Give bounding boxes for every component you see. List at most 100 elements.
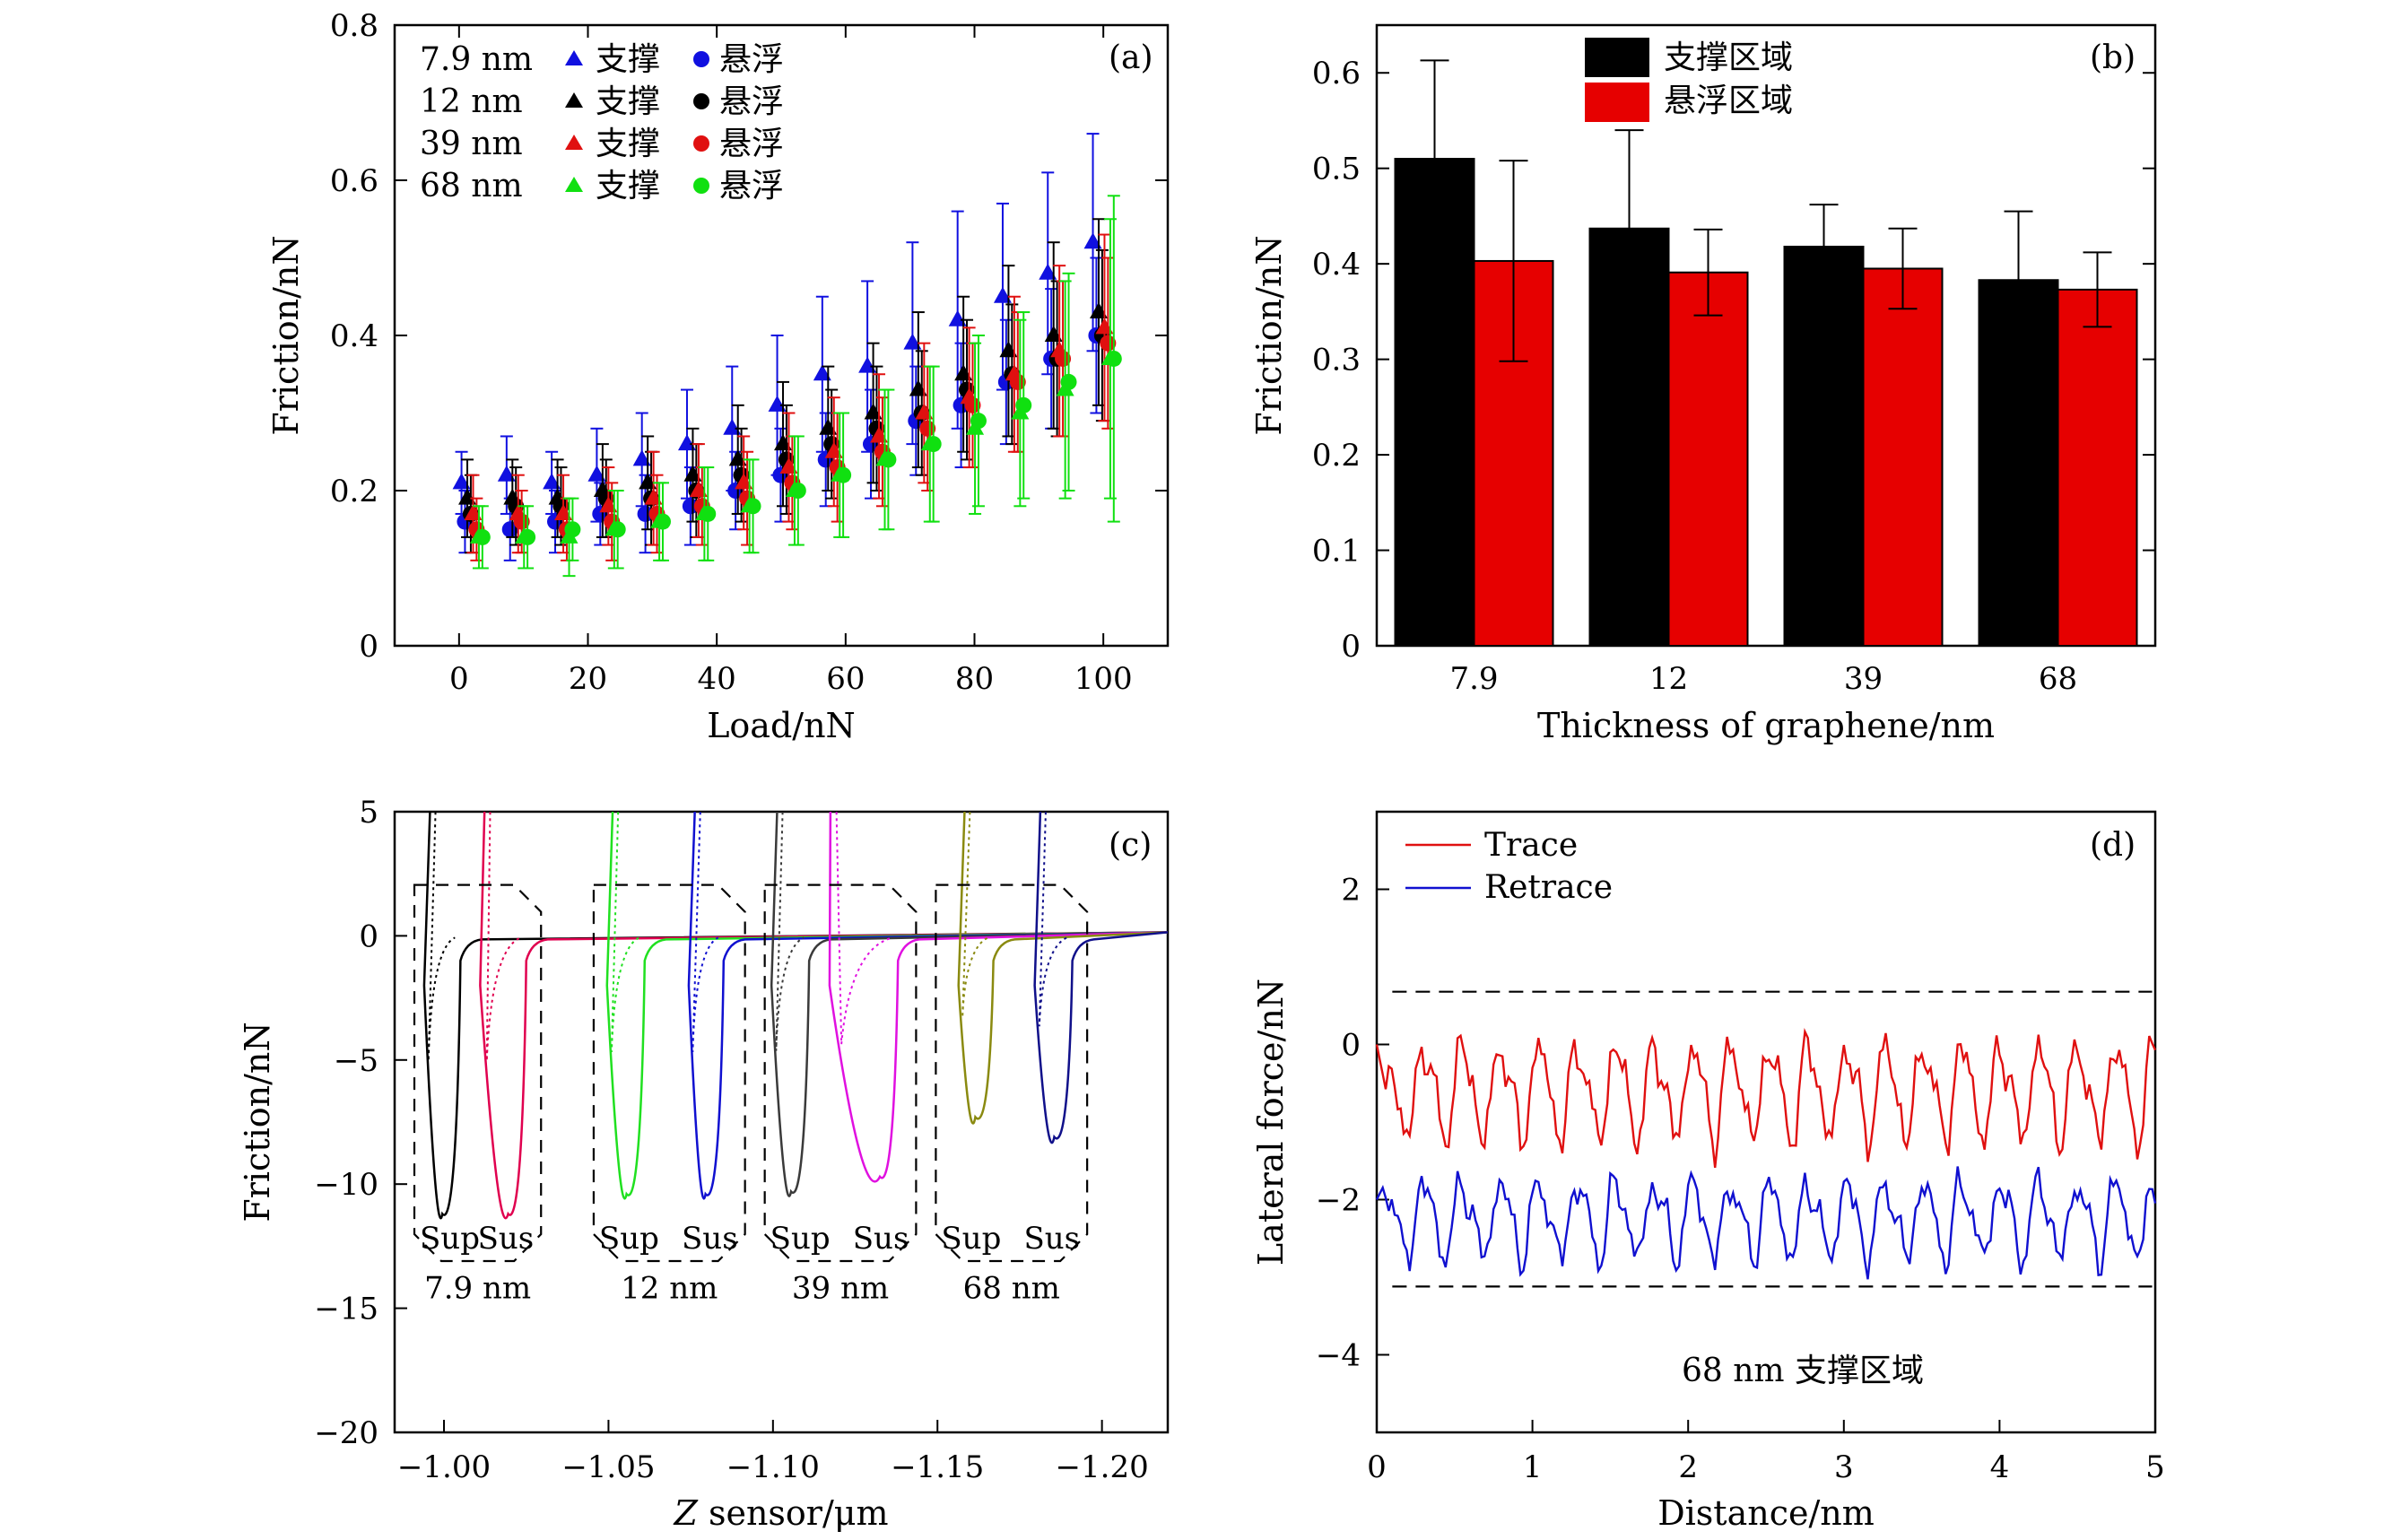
data-point-circle	[1105, 350, 1122, 367]
legend-label-suspended: 悬浮	[719, 83, 784, 120]
data-point-triangle	[864, 403, 883, 420]
group-box	[935, 883, 1089, 1263]
data-point-triangle	[599, 496, 618, 513]
data-point-triangle	[909, 379, 927, 396]
group-label: 68 nm	[963, 1271, 1060, 1307]
panel-c-curves	[422, 812, 1168, 1220]
y-tick-label: 5	[359, 795, 378, 831]
y-tick-label: 0.6	[330, 163, 378, 199]
force-curve	[1033, 812, 1168, 1144]
panel-b-frame	[1375, 23, 2157, 648]
curve-label-sus: Sus	[853, 1221, 909, 1257]
panel-c-xlabel-rest: sensor/μm	[698, 1493, 889, 1533]
group-label: 7.9 nm	[424, 1271, 531, 1307]
force-curve-approach	[1038, 812, 1068, 1027]
data-point-circle	[700, 505, 717, 522]
data-point-circle	[789, 483, 806, 499]
y-tick-label: 0	[1341, 629, 1361, 665]
data-point-triangle	[689, 481, 708, 497]
x-tick-label: 7.9	[1449, 661, 1498, 697]
panel-c-xlabel-italic: Z	[673, 1493, 698, 1533]
legend-label-suspended: 悬浮	[719, 41, 784, 78]
y-tick-label: 0.5	[1312, 152, 1361, 187]
y-tick-label: −15	[314, 1292, 378, 1327]
data-point-circle	[835, 466, 852, 483]
legend-thickness: 7.9 nm	[420, 41, 533, 78]
data-point-triangle	[774, 434, 793, 451]
y-tick-label: −5	[334, 1043, 378, 1079]
panel-c-frame	[393, 810, 1170, 1434]
data-point-triangle	[1044, 326, 1063, 342]
data-point-triangle	[1083, 232, 1102, 249]
bar	[1783, 245, 1865, 647]
data-point-circle	[1015, 396, 1032, 413]
x-tick-label: 68	[2039, 661, 2077, 697]
y-tick-label: 2	[1341, 873, 1361, 909]
x-tick-label: −1.15	[891, 1449, 984, 1485]
data-point-circle	[925, 436, 942, 453]
group-box	[592, 883, 746, 1263]
legend-label-supported: 支撑	[596, 41, 660, 78]
legend-label-trace: Trace	[1484, 827, 1578, 864]
data-point-triangle	[677, 434, 696, 451]
data-point-circle	[474, 528, 491, 545]
x-tick-label: 39	[1844, 661, 1883, 697]
legend-marker-triangle	[565, 135, 583, 150]
panel-d-legend: Trace Retrace	[1405, 827, 1613, 906]
panel-b-plot: 7.9 12 39 68 0 0.1 0.2 0.3 0.4 0.5 0.6	[1312, 56, 2155, 697]
data-point-triangle	[735, 473, 753, 490]
group-box	[763, 883, 918, 1263]
data-point-circle	[654, 513, 671, 530]
y-tick-label: 0.8	[330, 8, 378, 44]
group-label: 39 nm	[792, 1271, 889, 1307]
curve-label-sus: Sus	[478, 1221, 535, 1257]
data-point-triangle	[587, 465, 606, 482]
y-tick-label: 0.4	[1312, 247, 1361, 283]
force-curve-approach	[775, 812, 805, 1051]
x-tick-label: 80	[955, 661, 994, 697]
data-point-triangle	[903, 333, 922, 350]
curve-label-sup: Sup	[599, 1221, 659, 1257]
data-point-circle	[519, 528, 536, 545]
legend-marker-circle	[693, 51, 709, 67]
data-point-triangle	[1095, 318, 1114, 335]
panel-c-tag: (c)	[1109, 827, 1152, 864]
data-point-triangle	[948, 309, 967, 326]
x-tick-label: 100	[1074, 661, 1133, 697]
legend-marker-triangle	[565, 92, 583, 108]
legend-label-supported: 支撑	[596, 126, 660, 162]
legend-label-suspended: 悬浮区域	[1664, 83, 1793, 119]
legend-marker-triangle	[565, 50, 583, 65]
panel-b-tag: (b)	[2090, 39, 2136, 76]
data-point-triangle	[554, 503, 573, 520]
force-curve	[479, 812, 1168, 1220]
data-point-circle	[964, 396, 981, 413]
data-point-circle	[1009, 373, 1026, 390]
force-curve-approach	[692, 812, 719, 1052]
data-point-triangle	[728, 449, 747, 466]
panel-c-ylabel: Friction/nN	[238, 1022, 277, 1222]
x-tick-label: −1.00	[397, 1449, 491, 1485]
panel-a-xlabel: Load/nN	[707, 706, 856, 745]
panel-d-annotation: 68 nm 支撑区域	[1682, 1353, 1924, 1389]
x-tick-label: −1.10	[726, 1449, 820, 1485]
legend-swatch-suspended	[1585, 83, 1649, 122]
legend-thickness: 39 nm	[420, 126, 523, 162]
panel-d-frame	[1375, 810, 2157, 1434]
y-tick-label: 0	[359, 629, 378, 665]
force-curve	[422, 812, 1168, 1220]
lateral-force-line	[1375, 1166, 2157, 1280]
data-point-triangle	[870, 426, 889, 443]
data-point-circle	[513, 513, 530, 530]
legend-label-supported: 支撑	[596, 83, 660, 120]
force-curve	[687, 812, 1168, 1200]
data-point-circle	[744, 498, 761, 515]
panel-a-ylabel: Friction/nN	[266, 235, 306, 435]
data-point-triangle	[768, 395, 787, 412]
force-curve-approach	[485, 812, 522, 1061]
y-tick-label: −10	[314, 1167, 378, 1203]
y-tick-label: 0.2	[1312, 438, 1361, 474]
curve-label-sup: Sup	[941, 1221, 1001, 1257]
x-tick-label: 12	[1649, 661, 1688, 697]
